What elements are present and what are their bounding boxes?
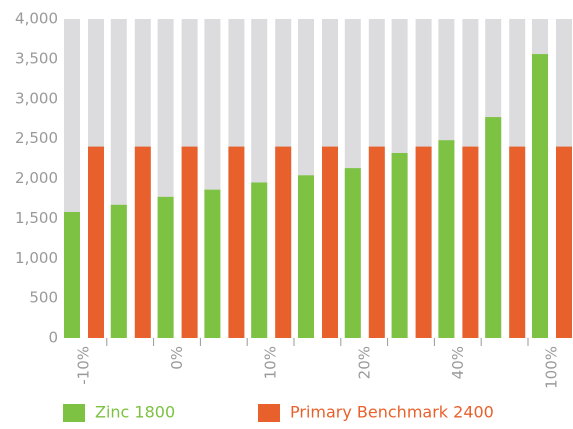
bar [462, 146, 479, 338]
bar [275, 146, 292, 338]
y-tick-label: 3,000 [15, 89, 58, 107]
bar [322, 146, 338, 338]
y-tick-label: 3,500 [15, 49, 58, 67]
y-tick-label: 2,000 [15, 169, 58, 187]
bar [204, 189, 221, 338]
y-tick-label: 500 [29, 289, 58, 307]
bar [415, 146, 432, 338]
x-tick-label: -10% [75, 346, 93, 385]
x-tick-label: 100% [543, 346, 561, 389]
bar [509, 146, 526, 338]
legend-label: Primary Benchmark 2400 [290, 403, 494, 422]
bar [251, 182, 268, 338]
bar [532, 54, 548, 339]
legend-swatch [258, 404, 280, 422]
bar [391, 152, 408, 338]
bar [298, 175, 314, 338]
x-tick-label: 0% [168, 346, 186, 370]
bar [556, 146, 572, 338]
bar [485, 117, 502, 338]
legend-label: Zinc 1800 [95, 403, 175, 422]
x-tick-label: 10% [262, 346, 280, 379]
y-tick-label: 0 [48, 329, 58, 347]
x-tick-label: 20% [355, 346, 373, 379]
y-tick-label: 1,500 [15, 209, 58, 227]
bar [134, 146, 151, 338]
y-tick-label: 2,500 [15, 129, 58, 147]
bar [344, 168, 361, 338]
bar [438, 140, 455, 338]
bar [64, 211, 80, 338]
y-tick-label: 1,000 [15, 249, 58, 267]
bar [181, 146, 198, 338]
bar [110, 204, 127, 338]
x-tick-label: 40% [449, 346, 467, 379]
y-tick-label: 4,000 [15, 10, 58, 28]
legend-swatch [63, 404, 85, 422]
bar [88, 146, 104, 338]
bar [157, 196, 174, 338]
bar [368, 146, 385, 338]
bar [228, 146, 245, 338]
